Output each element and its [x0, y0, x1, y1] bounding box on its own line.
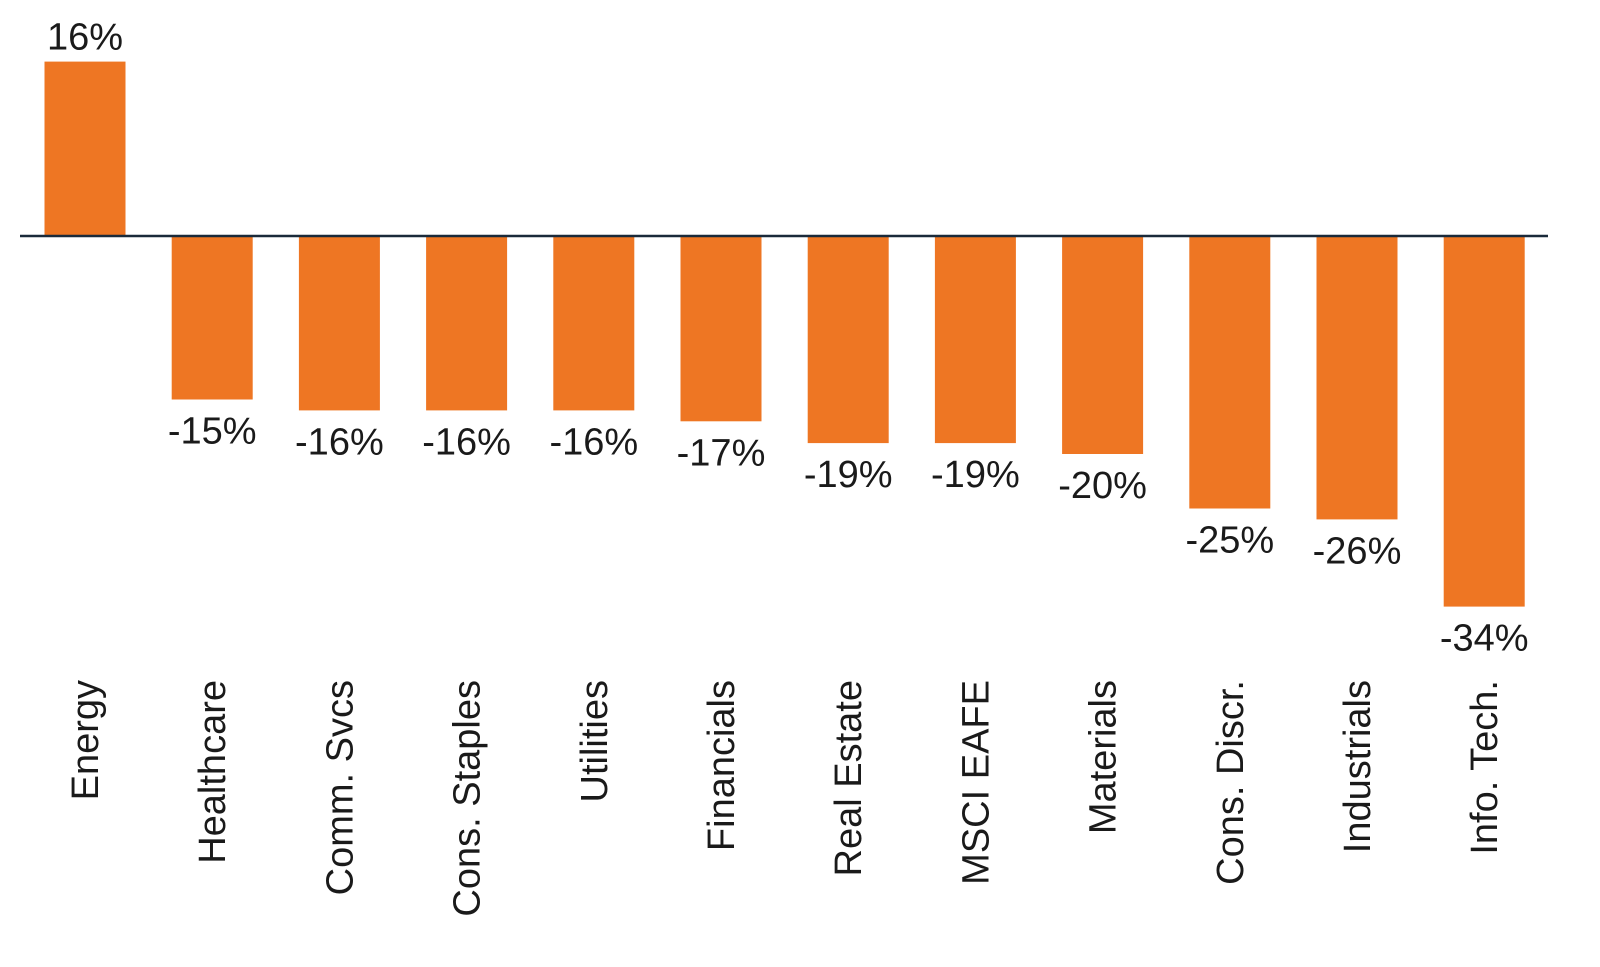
bar-info-tech — [1443, 236, 1525, 607]
bar-materials — [1062, 236, 1144, 454]
bar-healthcare — [171, 236, 253, 400]
value-label: -16% — [549, 421, 638, 463]
value-label: -16% — [295, 421, 384, 463]
bar-comm-svcs — [298, 236, 380, 411]
category-label: Energy — [65, 680, 107, 800]
category-labels-group: Energy Healthcare Comm. Svcs Cons. Staples U… — [65, 680, 1506, 917]
value-labels-group: 16%-15% -16% -16% -16% -17%-19% -19% -20%-25% -… — [47, 17, 1529, 660]
category-label: Utilities — [574, 680, 616, 802]
bars-group — [44, 61, 1525, 607]
category-label: Financials — [701, 680, 743, 851]
category-label: Info. Tech. — [1464, 680, 1506, 855]
value-label: -15% — [168, 411, 257, 453]
value-label: 16% — [47, 17, 123, 59]
category-label: Cons. Discr. — [1210, 680, 1252, 885]
value-label: -19% — [931, 454, 1020, 496]
value-label: -17% — [677, 432, 766, 474]
value-label: -16% — [422, 421, 511, 463]
bar-energy — [44, 61, 126, 236]
value-label: -25% — [1185, 520, 1274, 562]
category-label: Cons. Staples — [447, 680, 489, 917]
category-label: Healthcare — [192, 680, 234, 864]
category-label: Real Estate — [828, 680, 870, 876]
category-label: Industrials — [1337, 680, 1379, 853]
bar-industrials — [1316, 236, 1398, 520]
bar-cons-staples — [426, 236, 508, 411]
bar-utilities — [553, 236, 635, 411]
category-label: Materials — [1083, 680, 1125, 834]
bar-financials — [680, 236, 762, 422]
bar-cons-discr — [1189, 236, 1271, 509]
value-label: -34% — [1440, 618, 1529, 660]
value-label: -26% — [1313, 530, 1402, 572]
value-label: -19% — [804, 454, 893, 496]
bar-real-estate — [807, 236, 889, 444]
category-label: MSCI EAFE — [955, 680, 997, 885]
category-label: Comm. Svcs — [319, 680, 361, 895]
bar-msci-eafe — [934, 236, 1016, 444]
value-label: -20% — [1058, 465, 1147, 507]
